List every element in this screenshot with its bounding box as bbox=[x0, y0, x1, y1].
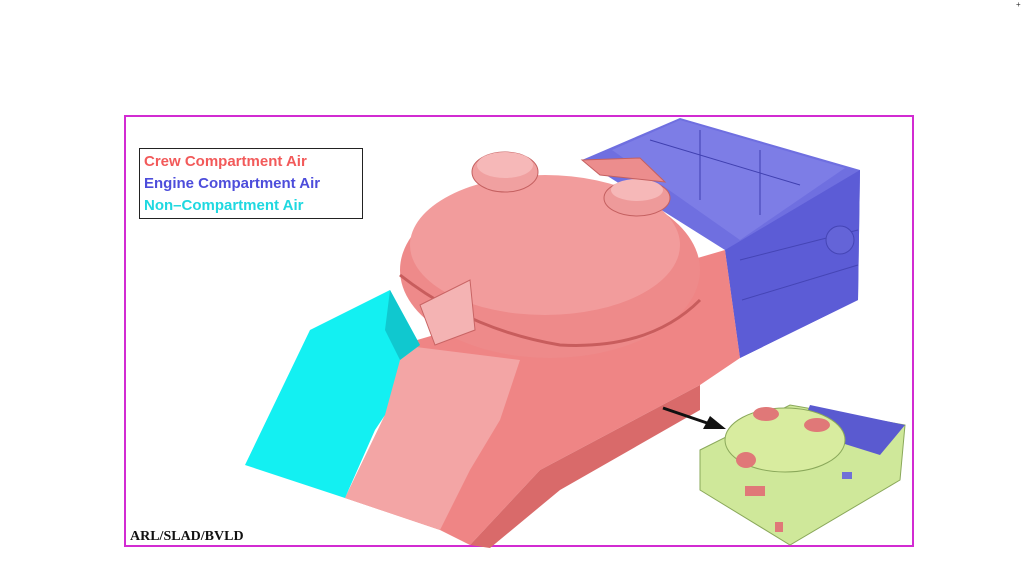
arrow-to-inset-icon bbox=[662, 406, 726, 429]
legend-item-engine-compartment-air: Engine Compartment Air bbox=[144, 175, 321, 192]
legend-item-non-compartment-air: Non–Compartment Air bbox=[144, 197, 304, 214]
inset-tank-model bbox=[699, 404, 906, 546]
legend-item-crew-compartment-air: Crew Compartment Air bbox=[144, 153, 307, 170]
legend: Crew Compartment Air Engine Compartment … bbox=[139, 148, 363, 219]
crew-compartment-air bbox=[345, 151, 740, 548]
credit-label: ARL/SLAD/BVLD bbox=[130, 529, 244, 544]
non-compartment-air bbox=[245, 290, 420, 498]
corner-mark: + bbox=[1016, 0, 1021, 9]
figure-frame bbox=[124, 115, 914, 547]
